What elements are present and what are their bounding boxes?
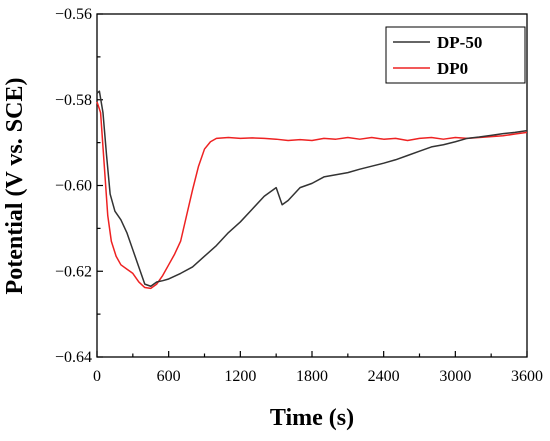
x-tick-label: 3000: [439, 368, 471, 385]
y-tick-label: −0.64: [55, 349, 92, 366]
y-tick-label: −0.60: [55, 178, 92, 195]
x-tick-label: 1200: [224, 368, 256, 385]
x-tick-label: 3600: [511, 368, 543, 385]
y-axis-title: Potential (V vs. SCE): [2, 78, 28, 295]
x-axis-ticks: 0 600 1200 1800 2400 3000 3600: [93, 351, 543, 385]
x-tick-label: 2400: [368, 368, 400, 385]
legend-label-dp0: DP0: [437, 59, 468, 78]
legend-box: [385, 26, 526, 84]
y-tick-label: −0.58: [55, 92, 92, 109]
y-tick-label: −0.62: [55, 263, 92, 280]
legend-label-dp-50: DP-50: [437, 33, 482, 52]
legend: DP-50 DP0: [385, 26, 526, 84]
x-axis-title: Time (s): [270, 405, 354, 431]
y-tick-label: −0.56: [55, 6, 92, 23]
series-line-dp0: [96, 101, 528, 290]
x-tick-label: 1800: [296, 368, 328, 385]
y-axis-ticks: −0.56 −0.58 −0.60 −0.62 −0.64: [55, 6, 103, 366]
x-tick-label: 600: [157, 368, 181, 385]
series-line-dp-50: [96, 90, 528, 288]
x-tick-label: 0: [93, 368, 101, 385]
series-lines: [96, 90, 528, 290]
